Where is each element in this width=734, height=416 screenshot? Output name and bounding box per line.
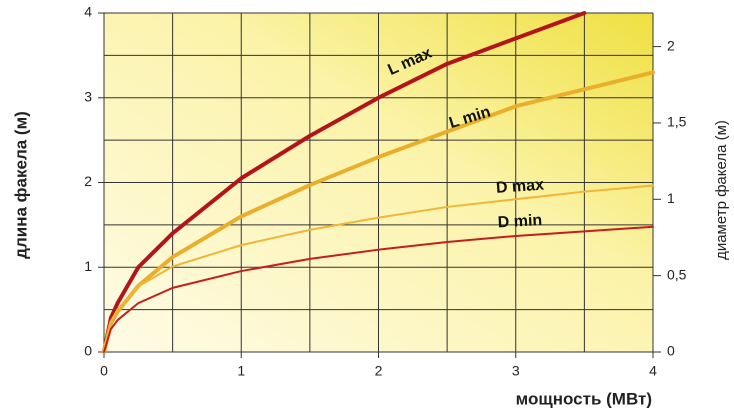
- x-tick-label: 0: [100, 363, 108, 379]
- y-tick-label: 0: [84, 343, 92, 359]
- y2-tick-label: 0: [667, 343, 675, 359]
- x-tick-label: 2: [375, 363, 383, 379]
- y2-tick-label: 1,5: [667, 114, 687, 130]
- series-line: [103, 225, 654, 353]
- y2-tick-label: 2: [667, 37, 675, 53]
- y2-tick-label: 1: [667, 190, 675, 206]
- x-tick-label: 1: [237, 363, 245, 379]
- y2-axis-label: диаметр факела (м): [713, 120, 730, 260]
- x-tick-label: 4: [649, 363, 657, 379]
- y-tick-label: 2: [84, 173, 92, 189]
- x-axis-label: мощность (МВт): [516, 389, 652, 408]
- y-tick-label: 1: [84, 258, 92, 274]
- series-label: D min: [497, 212, 542, 231]
- x-tick-label: 3: [512, 363, 520, 379]
- series-line: [103, 184, 654, 353]
- y-tick-label: 3: [84, 88, 92, 104]
- y-axis-label: длина факела (м): [11, 111, 30, 259]
- y-tick-label: 4: [84, 4, 92, 20]
- series-label: D max: [495, 177, 544, 197]
- y2-tick-label: 0,5: [667, 266, 687, 282]
- series-line: [102, 11, 587, 354]
